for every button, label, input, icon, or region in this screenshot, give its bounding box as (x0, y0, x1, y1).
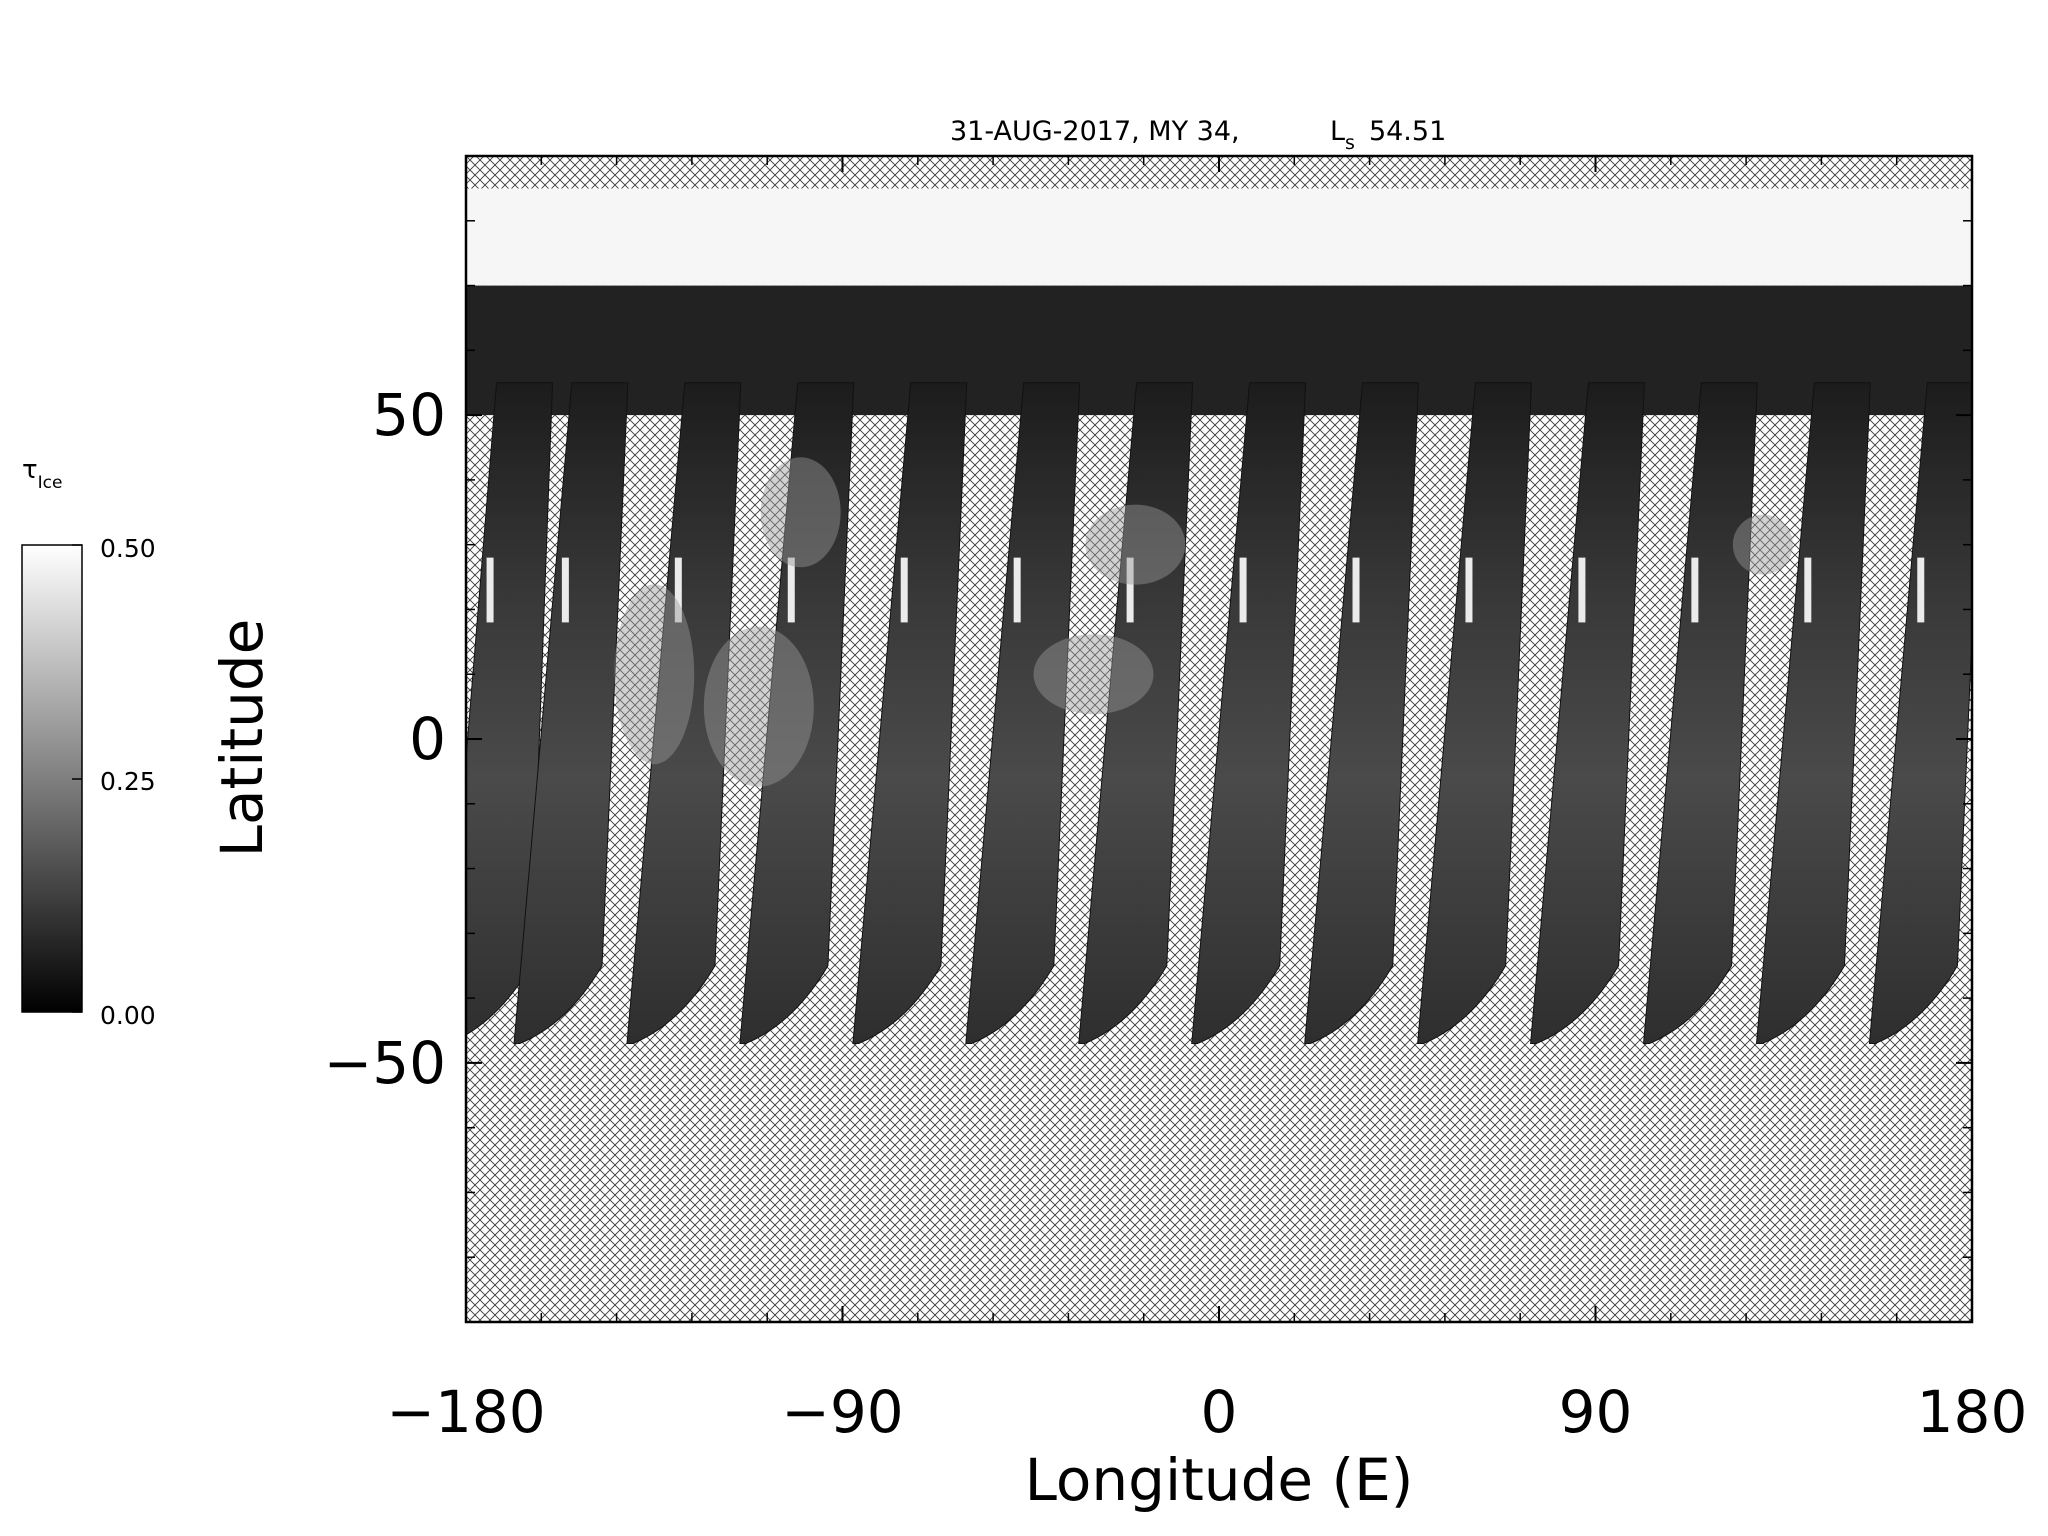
y-axis-label: Latitude (208, 619, 276, 858)
colorbar-label: τIce (22, 455, 62, 493)
swath (513, 382, 629, 1044)
colorbar-tick-label-bottom: 0.00 (100, 1001, 156, 1030)
swath-gap (1126, 557, 1134, 623)
polar-hood (466, 188, 1972, 286)
swath-gap (1804, 557, 1812, 623)
ticks-layer: −180 −90 0 90 180 50 0 −50 (324, 155, 2028, 1446)
chart-title-ls: Ls 54.51 (1330, 116, 1446, 154)
ice-cloud-patch (760, 457, 841, 568)
data-layer (466, 156, 1972, 1044)
swath-gap (486, 557, 494, 623)
colorbar-label-main: τ (22, 455, 38, 485)
y-tick-label: 50 (372, 381, 446, 449)
x-tick-label: 0 (1201, 1378, 1238, 1446)
swath-gap (1465, 557, 1473, 623)
swath-gap (1239, 557, 1247, 623)
swath (1868, 382, 1972, 1044)
ice-cloud-patch (703, 626, 814, 787)
swath (852, 382, 968, 1044)
x-tick-label: 180 (1917, 1378, 2028, 1446)
swath (1642, 382, 1758, 1044)
swath (1191, 382, 1307, 1044)
swath-gap (1352, 557, 1360, 623)
swath (1417, 382, 1532, 1044)
x-axis-label: Longitude (E) (1025, 1446, 1414, 1514)
swath-gap (900, 557, 908, 623)
y-tick-label: −50 (324, 1029, 446, 1097)
chart-title-ls-sub: s (1345, 132, 1355, 154)
swath-gap (787, 557, 795, 623)
chart-title-ls-value: 54.51 (1369, 116, 1446, 147)
chart-title-ls-main: L (1330, 116, 1345, 147)
colorbar-tick-label-top: 0.50 (100, 534, 156, 563)
swath (739, 382, 855, 1044)
ice-cloud-patch (614, 584, 695, 765)
swath-gap (1917, 557, 1925, 623)
colorbar: τIce 0.50 0.25 0.00 (21, 455, 156, 1030)
swath (1530, 382, 1645, 1044)
ice-cloud-patch (1033, 634, 1154, 715)
swath-gap (1691, 557, 1699, 623)
ice-cloud-patch (1085, 504, 1186, 585)
swath-gap (1013, 557, 1021, 623)
swath-gap (561, 557, 569, 623)
swath-gap (674, 557, 682, 623)
colorbar-tick-label-mid: 0.25 (100, 767, 156, 796)
swath (1755, 382, 1871, 1044)
ice-cloud-patch (1732, 514, 1793, 575)
x-tick-label: −90 (781, 1378, 903, 1446)
swath (626, 382, 742, 1044)
swath (965, 382, 1081, 1044)
swath (1304, 382, 1420, 1044)
x-tick-label: −180 (386, 1378, 545, 1446)
swath (1078, 382, 1194, 1044)
chart-title: 31-AUG-2017, MY 34, (950, 116, 1240, 147)
colorbar-label-sub: Ice (38, 473, 63, 493)
swath-gap (1578, 557, 1586, 623)
y-tick-label: 0 (409, 705, 446, 773)
x-tick-label: 90 (1559, 1378, 1633, 1446)
